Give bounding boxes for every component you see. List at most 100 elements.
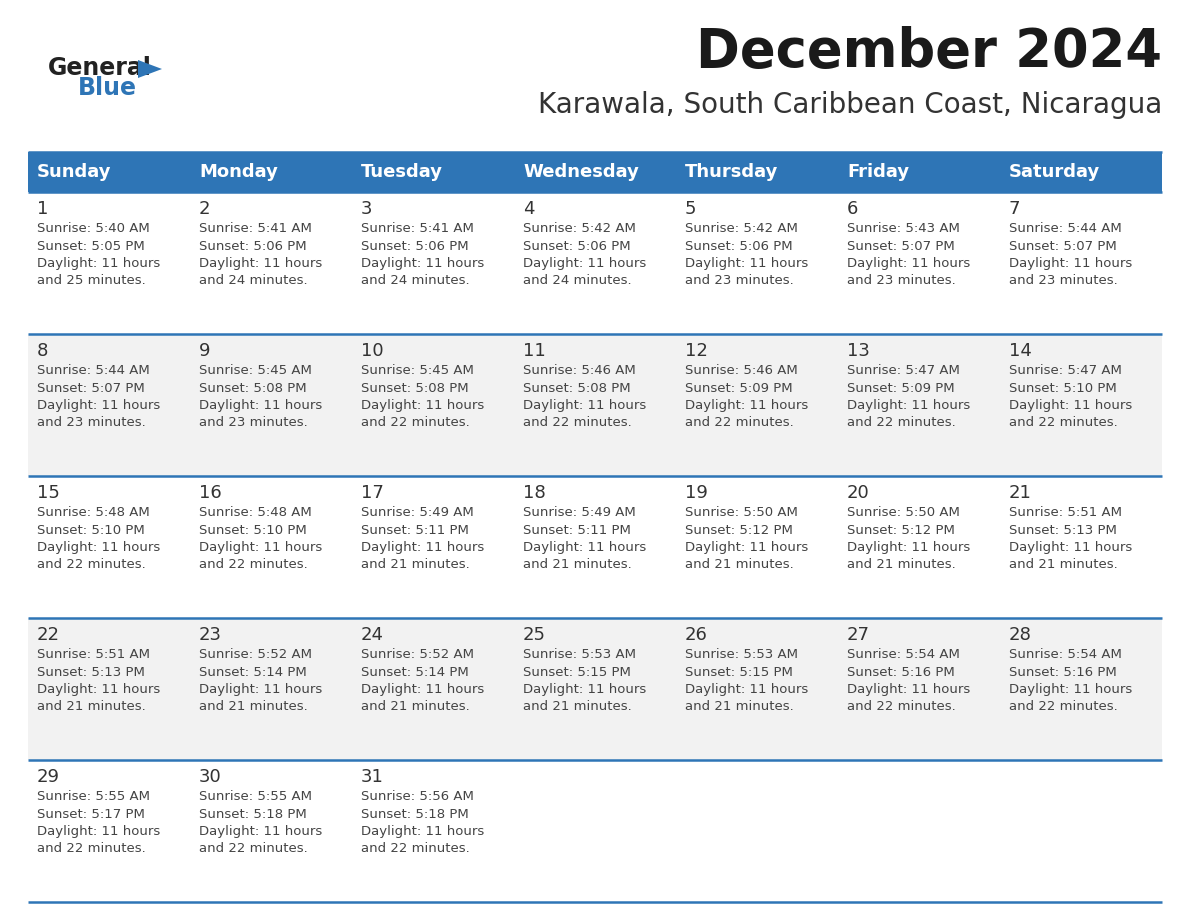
Text: Sunrise: 5:44 AM: Sunrise: 5:44 AM	[1009, 222, 1121, 235]
Text: Sunrise: 5:41 AM: Sunrise: 5:41 AM	[361, 222, 474, 235]
Text: Sunrise: 5:55 AM: Sunrise: 5:55 AM	[200, 790, 312, 803]
Text: Daylight: 11 hours: Daylight: 11 hours	[37, 541, 160, 554]
Text: 15: 15	[37, 484, 59, 502]
Text: Sunset: 5:13 PM: Sunset: 5:13 PM	[37, 666, 145, 678]
Text: Sunrise: 5:42 AM: Sunrise: 5:42 AM	[523, 222, 636, 235]
Text: and 22 minutes.: and 22 minutes.	[523, 417, 632, 430]
Text: Sunset: 5:08 PM: Sunset: 5:08 PM	[523, 382, 631, 395]
Bar	[29, 618, 1162, 760]
Text: and 22 minutes.: and 22 minutes.	[847, 417, 956, 430]
Polygon shape	[138, 60, 162, 78]
Text: 19: 19	[685, 484, 708, 502]
Text: and 21 minutes.: and 21 minutes.	[847, 558, 956, 572]
Text: Sunset: 5:12 PM: Sunset: 5:12 PM	[847, 523, 955, 536]
Text: 3: 3	[361, 200, 373, 218]
Text: Sunset: 5:09 PM: Sunset: 5:09 PM	[847, 382, 955, 395]
Text: Daylight: 11 hours: Daylight: 11 hours	[37, 257, 160, 270]
Text: 22: 22	[37, 626, 61, 644]
Text: Daylight: 11 hours: Daylight: 11 hours	[361, 683, 485, 696]
Bar	[29, 192, 1162, 334]
Text: and 24 minutes.: and 24 minutes.	[361, 274, 469, 287]
Text: Sunrise: 5:40 AM: Sunrise: 5:40 AM	[37, 222, 150, 235]
Text: Daylight: 11 hours: Daylight: 11 hours	[847, 541, 971, 554]
Text: and 25 minutes.: and 25 minutes.	[37, 274, 146, 287]
Text: 13: 13	[847, 342, 870, 360]
Text: Sunset: 5:15 PM: Sunset: 5:15 PM	[685, 666, 792, 678]
Text: Sunrise: 5:46 AM: Sunrise: 5:46 AM	[685, 364, 798, 377]
Text: 29: 29	[37, 768, 61, 786]
Text: Sunset: 5:07 PM: Sunset: 5:07 PM	[37, 382, 145, 395]
Text: 7: 7	[1009, 200, 1020, 218]
Text: Daylight: 11 hours: Daylight: 11 hours	[847, 257, 971, 270]
Text: and 22 minutes.: and 22 minutes.	[685, 417, 794, 430]
Text: 6: 6	[847, 200, 859, 218]
Bar	[29, 476, 1162, 618]
Text: Daylight: 11 hours: Daylight: 11 hours	[685, 399, 808, 412]
Text: 20: 20	[847, 484, 870, 502]
Text: Sunday: Sunday	[37, 163, 112, 181]
Text: Daylight: 11 hours: Daylight: 11 hours	[361, 399, 485, 412]
Text: Sunset: 5:10 PM: Sunset: 5:10 PM	[200, 523, 307, 536]
Text: and 22 minutes.: and 22 minutes.	[361, 417, 469, 430]
Text: 9: 9	[200, 342, 210, 360]
Text: Daylight: 11 hours: Daylight: 11 hours	[200, 683, 322, 696]
Text: Sunset: 5:06 PM: Sunset: 5:06 PM	[361, 240, 468, 252]
Text: General: General	[48, 56, 152, 80]
Text: Sunset: 5:08 PM: Sunset: 5:08 PM	[200, 382, 307, 395]
Text: 24: 24	[361, 626, 384, 644]
Text: Sunrise: 5:48 AM: Sunrise: 5:48 AM	[37, 506, 150, 519]
Text: Sunrise: 5:44 AM: Sunrise: 5:44 AM	[37, 364, 150, 377]
Text: and 22 minutes.: and 22 minutes.	[1009, 700, 1118, 713]
Text: Daylight: 11 hours: Daylight: 11 hours	[523, 399, 646, 412]
Bar	[514, 152, 676, 192]
Text: and 24 minutes.: and 24 minutes.	[523, 274, 632, 287]
Text: Daylight: 11 hours: Daylight: 11 hours	[523, 683, 646, 696]
Text: and 21 minutes.: and 21 minutes.	[523, 700, 632, 713]
Text: Daylight: 11 hours: Daylight: 11 hours	[200, 541, 322, 554]
Bar	[29, 152, 190, 192]
Text: Sunrise: 5:45 AM: Sunrise: 5:45 AM	[361, 364, 474, 377]
Text: Sunrise: 5:45 AM: Sunrise: 5:45 AM	[200, 364, 312, 377]
Bar	[190, 152, 352, 192]
Text: 11: 11	[523, 342, 545, 360]
Text: and 21 minutes.: and 21 minutes.	[361, 700, 469, 713]
Text: Daylight: 11 hours: Daylight: 11 hours	[523, 257, 646, 270]
Text: Sunrise: 5:42 AM: Sunrise: 5:42 AM	[685, 222, 798, 235]
Text: 1: 1	[37, 200, 49, 218]
Text: Daylight: 11 hours: Daylight: 11 hours	[200, 399, 322, 412]
Text: Daylight: 11 hours: Daylight: 11 hours	[37, 825, 160, 838]
Text: Sunset: 5:06 PM: Sunset: 5:06 PM	[200, 240, 307, 252]
Text: and 23 minutes.: and 23 minutes.	[1009, 274, 1118, 287]
Text: Sunset: 5:06 PM: Sunset: 5:06 PM	[685, 240, 792, 252]
Text: Sunset: 5:14 PM: Sunset: 5:14 PM	[361, 666, 469, 678]
Text: Daylight: 11 hours: Daylight: 11 hours	[847, 683, 971, 696]
Text: 10: 10	[361, 342, 384, 360]
Text: 26: 26	[685, 626, 708, 644]
Bar	[29, 334, 1162, 476]
Text: and 22 minutes.: and 22 minutes.	[200, 843, 308, 856]
Text: and 21 minutes.: and 21 minutes.	[1009, 558, 1118, 572]
Bar	[352, 152, 514, 192]
Text: Daylight: 11 hours: Daylight: 11 hours	[1009, 257, 1132, 270]
Text: Sunset: 5:17 PM: Sunset: 5:17 PM	[37, 808, 145, 821]
Text: Sunset: 5:10 PM: Sunset: 5:10 PM	[1009, 382, 1117, 395]
Text: Sunrise: 5:52 AM: Sunrise: 5:52 AM	[200, 648, 312, 661]
Text: Karawala, South Caribbean Coast, Nicaragua: Karawala, South Caribbean Coast, Nicarag…	[538, 91, 1162, 119]
Text: and 22 minutes.: and 22 minutes.	[37, 558, 146, 572]
Bar	[1000, 152, 1162, 192]
Text: Sunrise: 5:41 AM: Sunrise: 5:41 AM	[200, 222, 312, 235]
Text: Sunrise: 5:53 AM: Sunrise: 5:53 AM	[523, 648, 636, 661]
Text: Sunrise: 5:52 AM: Sunrise: 5:52 AM	[361, 648, 474, 661]
Text: and 22 minutes.: and 22 minutes.	[361, 843, 469, 856]
Text: and 21 minutes.: and 21 minutes.	[685, 700, 794, 713]
Text: Sunset: 5:09 PM: Sunset: 5:09 PM	[685, 382, 792, 395]
Text: Sunrise: 5:51 AM: Sunrise: 5:51 AM	[37, 648, 150, 661]
Text: and 22 minutes.: and 22 minutes.	[37, 843, 146, 856]
Text: Sunset: 5:11 PM: Sunset: 5:11 PM	[361, 523, 469, 536]
Text: Blue: Blue	[78, 76, 137, 100]
Text: and 23 minutes.: and 23 minutes.	[37, 417, 146, 430]
Text: and 21 minutes.: and 21 minutes.	[523, 558, 632, 572]
Bar	[29, 760, 1162, 902]
Text: Sunset: 5:16 PM: Sunset: 5:16 PM	[847, 666, 955, 678]
Text: Sunrise: 5:46 AM: Sunrise: 5:46 AM	[523, 364, 636, 377]
